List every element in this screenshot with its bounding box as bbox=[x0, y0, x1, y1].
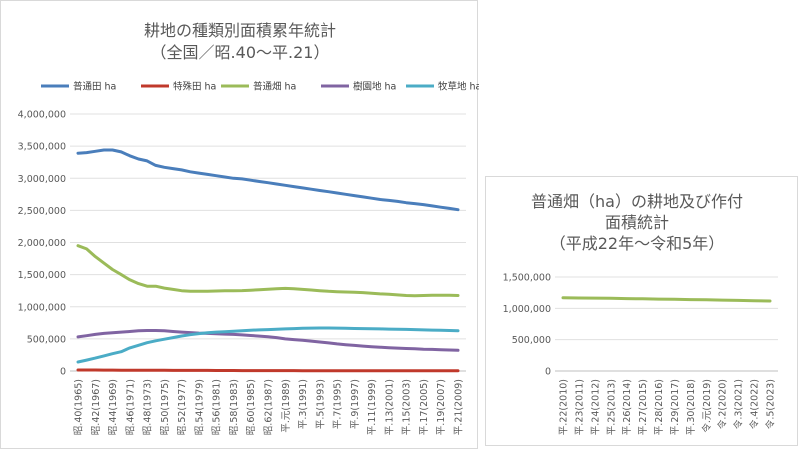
gridlines bbox=[70, 113, 466, 372]
y-tick-label: 3,500,000 bbox=[18, 142, 66, 153]
legend-label: 普通田 ha bbox=[73, 81, 116, 93]
x-tick-label: 平.27(2015) bbox=[638, 379, 649, 435]
x-tick-label: 昭.60(1985) bbox=[246, 379, 257, 435]
y-tick-label: 3,000,000 bbox=[18, 174, 66, 185]
chart-subtitle: （全国／昭.40～平.21） bbox=[151, 43, 330, 62]
gridlines-2 bbox=[555, 276, 778, 372]
series-line-2 bbox=[76, 244, 460, 298]
x-tick-label: 昭.40(1965) bbox=[74, 379, 85, 435]
chart-panel-main: 耕地の種類別面積累年統計 （全国／昭.40～平.21） 0 500,000 1,00… bbox=[0, 0, 479, 449]
y-tick-label: 0 bbox=[60, 367, 66, 378]
x-tick-label: 平.3(1991) bbox=[298, 379, 309, 429]
series-lines bbox=[76, 148, 460, 373]
x-tick-label: 昭.52(1977) bbox=[177, 379, 188, 435]
x-tick-label: 昭.48(1973) bbox=[143, 379, 154, 435]
y-tick-label: 1,000,000 bbox=[18, 302, 66, 313]
x-axis-ticks: 昭.40(1965) 昭.42(1967) 昭.44(1969) 昭.46(1971)… bbox=[74, 379, 465, 435]
x-tick-label: 平.元(1989) bbox=[281, 379, 292, 433]
x-tick-label: 平.13(2001) bbox=[384, 379, 395, 435]
x-tick-label: 平.28(2016) bbox=[654, 379, 665, 435]
x-tick-label: 平.19(2007) bbox=[436, 379, 447, 435]
y-tick-label: 2,500,000 bbox=[18, 206, 66, 217]
x-tick-label: 令.3(2021) bbox=[733, 379, 745, 429]
y-tick-label: 2,000,000 bbox=[18, 238, 66, 249]
x-tick-label: 令.元(2019) bbox=[701, 379, 713, 433]
x-tick-label: 平.9(1997) bbox=[350, 379, 361, 429]
legend-item-3: 樹園地 ha bbox=[321, 81, 396, 93]
y-axis-ticks: 0 500,000 1,000,000 1,500,000 2,000,000 2,500… bbox=[18, 110, 66, 378]
legend-label: 普通畑 ha bbox=[253, 81, 296, 93]
legend-label: 特殊田 ha bbox=[173, 81, 216, 93]
series-line-3 bbox=[76, 329, 460, 352]
legend: 普通田 ha 特殊田 ha 普通畑 ha 樹園地 ha 牧草地 ha bbox=[41, 81, 479, 93]
main-chart-svg: 耕地の種類別面積累年統計 （全国／昭.40～平.21） 0 500,000 1,00… bbox=[18, 21, 479, 435]
x-tick-label: 平.15(2003) bbox=[402, 379, 413, 435]
x-tick-label: 昭.42(1967) bbox=[91, 379, 102, 435]
x-tick-label: 平.5(1993) bbox=[315, 379, 326, 429]
x-tick-label: 昭.46(1971) bbox=[125, 379, 136, 435]
x-tick-label: 平.26(2014) bbox=[622, 379, 633, 435]
legend-label: 樹園地 ha bbox=[353, 81, 396, 93]
y-tick-label: 4,000,000 bbox=[18, 110, 66, 121]
x-tick-label: 昭.44(1969) bbox=[108, 379, 119, 435]
x-tick-label: 平.7(1995) bbox=[333, 379, 344, 429]
secondary-chart-svg: 普通畑（ha）の耕地及び作付 面積統計 （平成22年～令和5年） 0 500,00… bbox=[503, 192, 778, 435]
x-tick-label: 平.22(2010) bbox=[559, 379, 570, 435]
series-line-1 bbox=[76, 368, 460, 373]
y-tick-label: 500,000 bbox=[512, 335, 551, 346]
x-tick-label: 令.4(2022) bbox=[749, 379, 761, 429]
chart-panel-secondary: 普通畑（ha）の耕地及び作付 面積統計 （平成22年～令和5年） 0 500,00… bbox=[485, 176, 798, 446]
legend-item-2: 普通畑 ha bbox=[221, 81, 296, 93]
y-tick-label: 1,000,000 bbox=[503, 304, 551, 315]
legend-item-0: 普通田 ha bbox=[41, 81, 116, 93]
x-tick-label: 昭.54(1979) bbox=[194, 379, 205, 435]
y-tick-label: 1,500,000 bbox=[503, 273, 551, 284]
x-tick-label: 平.23(2011) bbox=[574, 379, 585, 435]
legend-item-1: 特殊田 ha bbox=[141, 81, 216, 93]
legend-item-4: 牧草地 ha bbox=[406, 81, 479, 93]
x-tick-label: 平.25(2013) bbox=[606, 379, 617, 435]
series-line-0 bbox=[561, 296, 772, 303]
chart-title-2: 普通畑（ha）の耕地及び作付 bbox=[531, 192, 743, 211]
chart-title: 耕地の種類別面積累年統計 bbox=[144, 21, 336, 40]
x-tick-label: 昭.50(1975) bbox=[160, 379, 171, 435]
x-tick-label: 令.5(2023) bbox=[765, 379, 777, 429]
x-tick-label: 平.21(2009) bbox=[454, 379, 465, 435]
x-tick-label: 令.2(2020) bbox=[717, 379, 729, 429]
x-tick-label: 平.17(2005) bbox=[419, 379, 430, 435]
x-tick-label: 平.29(2017) bbox=[670, 379, 681, 435]
legend-label: 牧草地 ha bbox=[438, 81, 479, 93]
x-tick-label: 平.30(2018) bbox=[686, 379, 697, 435]
chart-title-2-line2: 面積統計 bbox=[605, 213, 669, 232]
x-tick-label: 昭.62(1987) bbox=[264, 379, 275, 435]
series-lines-2 bbox=[561, 296, 772, 303]
y-tick-label: 0 bbox=[545, 367, 551, 378]
x-axis-ticks-2: 平.22(2010) 平.23(2011) 平.24(2012) 平.25(2013)… bbox=[559, 379, 777, 435]
series-line-4 bbox=[76, 326, 460, 364]
x-tick-label: 平.11(1999) bbox=[367, 379, 378, 435]
x-tick-label: 平.24(2012) bbox=[590, 379, 601, 435]
y-tick-label: 1,500,000 bbox=[18, 270, 66, 281]
y-tick-label: 500,000 bbox=[27, 334, 66, 345]
x-tick-label: 昭.56(1981) bbox=[212, 379, 223, 435]
chart-subtitle-2: （平成22年～令和5年） bbox=[550, 234, 725, 253]
series-line-0 bbox=[76, 148, 460, 212]
y-axis-ticks-2: 0 500,000 1,000,000 1,500,000 bbox=[503, 273, 551, 378]
x-tick-label: 昭.58(1983) bbox=[229, 379, 240, 435]
